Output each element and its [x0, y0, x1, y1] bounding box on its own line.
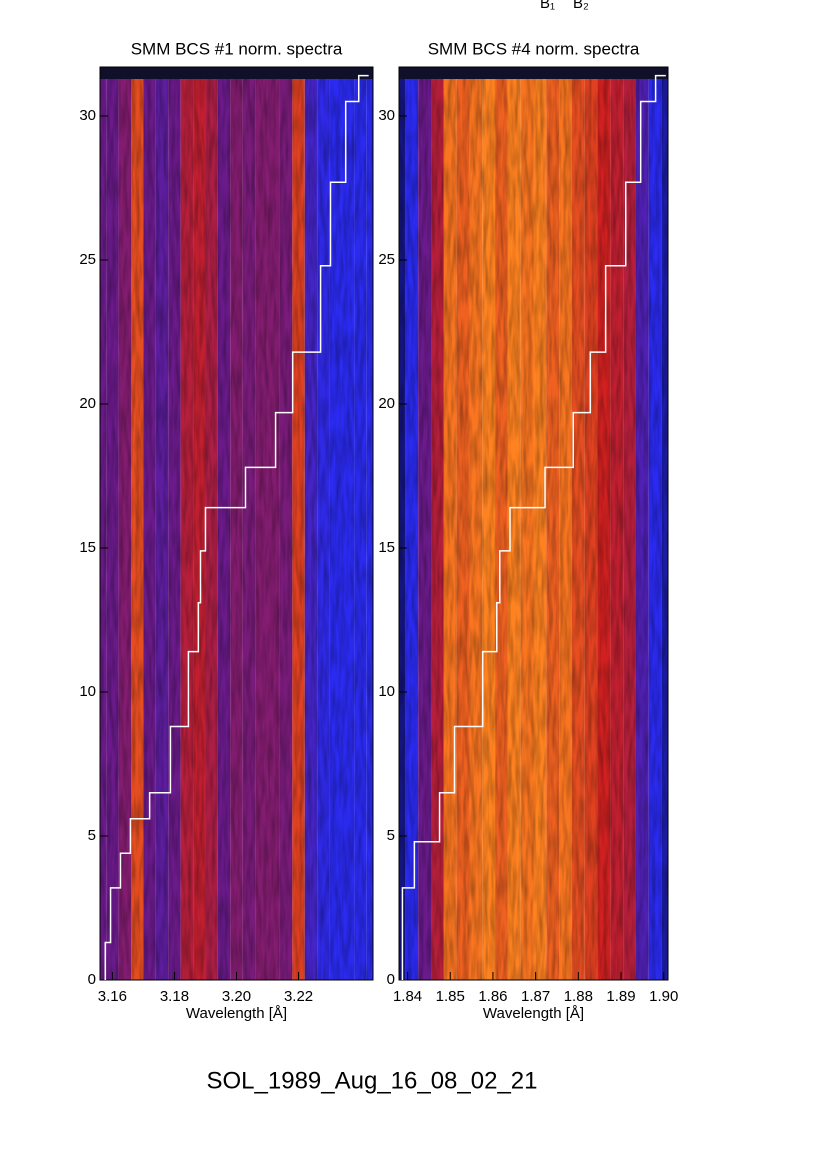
frame [398, 66, 669, 981]
texture [100, 67, 373, 980]
top-strip [100, 67, 373, 79]
x-axis-label: Wavelength [Å] [186, 1005, 287, 1022]
y-tick-label: 20 [378, 395, 395, 412]
x-tick-label: 1.84 [393, 988, 422, 1005]
x-tick-label: 3.16 [98, 988, 127, 1005]
figure-footer: SOL_1989_Aug_16_08_02_21 [207, 1067, 538, 1094]
y-tick-label: 5 [88, 827, 96, 844]
x-tick-label: 1.88 [564, 988, 593, 1005]
y-tick-label: 0 [387, 971, 395, 988]
x-tick-label: 3.20 [222, 988, 251, 1005]
x-tick-label: 1.85 [436, 988, 465, 1005]
y-tick-label: 30 [378, 107, 395, 124]
top-strip [399, 67, 668, 79]
y-tick-label: 25 [79, 251, 96, 268]
plot-area [399, 67, 668, 980]
y-tick-label: 10 [79, 683, 96, 700]
header-label: B₂ [573, 0, 589, 12]
y-tick-label: 15 [79, 539, 96, 556]
y-tick-label: 5 [387, 827, 395, 844]
curve [401, 74, 666, 980]
x-tick-label: 1.89 [606, 988, 635, 1005]
x-axis-label: Wavelength [Å] [483, 1005, 584, 1022]
y-tick-label: 0 [88, 971, 96, 988]
x-tick-label: 1.87 [521, 988, 550, 1005]
panel-title: SMM BCS #4 norm. spectra [428, 39, 640, 58]
header-label: B₁ [540, 0, 555, 12]
y-tick-label: 30 [79, 107, 96, 124]
x-tick-label: 1.90 [649, 988, 678, 1005]
plot-area [100, 67, 373, 980]
texture [399, 67, 668, 980]
curve [104, 74, 369, 980]
y-tick-label: 10 [378, 683, 395, 700]
y-tick-label: 20 [79, 395, 96, 412]
x-tick-label: 1.86 [478, 988, 507, 1005]
panel-title: SMM BCS #1 norm. spectra [131, 39, 343, 58]
x-tick-label: 3.22 [284, 988, 313, 1005]
y-tick-label: 25 [378, 251, 395, 268]
x-tick-label: 3.18 [160, 988, 189, 1005]
y-tick-label: 15 [378, 539, 395, 556]
